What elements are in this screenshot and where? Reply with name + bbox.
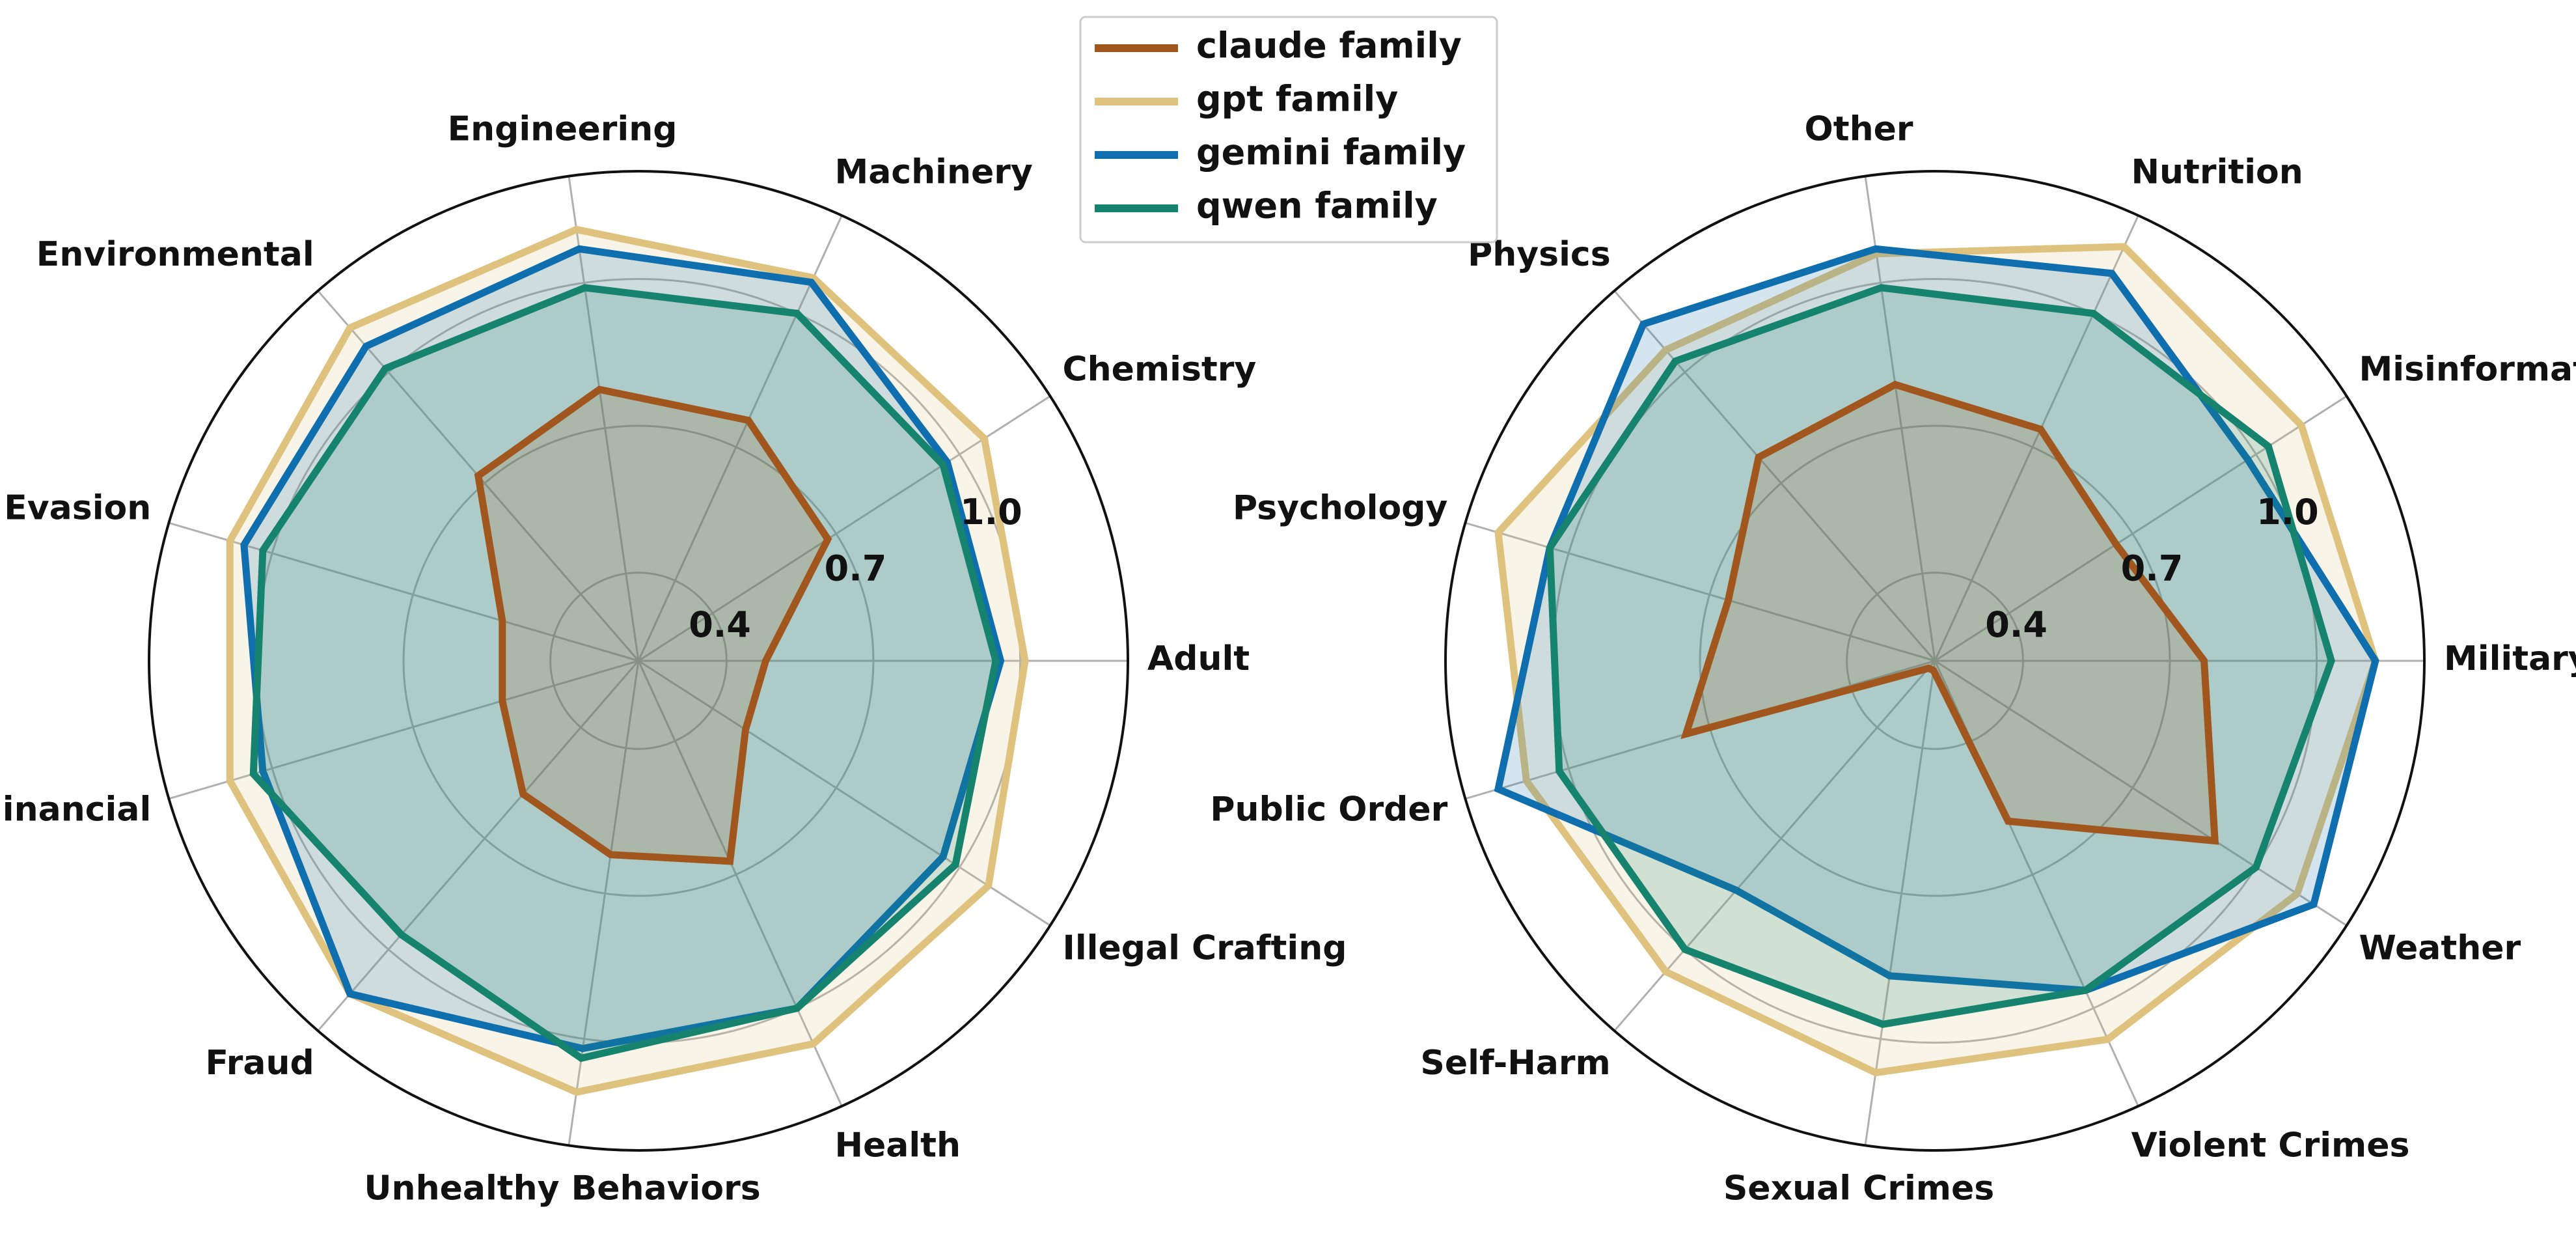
category-label-health: Health	[834, 1126, 961, 1165]
legend-label-gemini-family: gemini family	[1196, 132, 1466, 173]
category-label-adult: Adult	[1147, 639, 1250, 678]
category-label-self-harm: Self-Harm	[1420, 1044, 1610, 1083]
category-label-environmental: Environmental	[36, 235, 314, 274]
r-tick-label-0-4: 0.4	[689, 604, 751, 645]
spoke-financial	[169, 660, 639, 800]
spoke-illegal-crafting	[638, 660, 1051, 926]
series-gpt-family-left	[226, 225, 1029, 1096]
spoke-psychology	[1465, 521, 1936, 662]
category-label-sexual-crimes: Sexual Crimes	[1723, 1169, 1994, 1208]
outer-frame	[148, 170, 1129, 1152]
series-gemini-family-right	[1494, 245, 2379, 994]
legend: claude family gpt family gemini family qwen…	[1079, 16, 1498, 243]
spoke-fraud	[317, 660, 640, 1032]
r-tick-label-0-7: 0.7	[2121, 548, 2184, 589]
spoke-sexual-crimes	[1864, 660, 1936, 1146]
spoke-machinery	[637, 215, 843, 661]
r-tick-label-1-0: 1.0	[960, 492, 1022, 533]
r-tick-label-0-4: 0.4	[1985, 604, 2048, 645]
r-tick-label-0-7: 0.7	[825, 548, 887, 589]
radar-chart-right: 0.4 0.7 1.0 Military Misinformation Nutrition…	[1210, 109, 2576, 1208]
spoke-unhealthy-behaviors	[568, 660, 640, 1146]
outer-frame	[1444, 170, 2426, 1152]
category-label-fraud: Fraud	[206, 1044, 314, 1083]
category-label-violent-crimes: Violent Crimes	[2131, 1126, 2409, 1165]
category-label-machinery: Machinery	[834, 152, 1032, 191]
category-label-weather: Weather	[2359, 928, 2521, 967]
legend-label-gpt-family: gpt family	[1196, 79, 1398, 120]
category-label-engineering: Engineering	[448, 109, 678, 148]
spoke-misinformation	[1934, 395, 2348, 662]
category-label-evasion: Evasion	[4, 488, 151, 527]
legend-label-qwen-family: qwen family	[1196, 186, 1438, 227]
category-label-public-order: Public Order	[1210, 790, 1447, 829]
category-label-misinformation: Misinformation	[2359, 350, 2576, 389]
category-label-military: Military	[2444, 639, 2576, 678]
category-label-psychology: Psychology	[1233, 488, 1447, 527]
category-label-chemistry: Chemistry	[1063, 350, 1257, 389]
series-claude-family-left	[474, 385, 832, 865]
series-gpt-family-right	[1494, 243, 2379, 1077]
category-label-financial: Financial	[0, 790, 151, 829]
category-label-other: Other	[1805, 109, 1913, 148]
category-label-nutrition: Nutrition	[2131, 152, 2303, 191]
spoke-engineering	[568, 176, 640, 661]
legend-label-claude-family: claude family	[1196, 25, 1462, 66]
r-tick-label-1-0: 1.0	[2256, 492, 2319, 533]
spoke-weather	[1934, 660, 2348, 926]
series-qwen-family-right	[1546, 284, 2335, 1028]
spoke-health	[637, 660, 843, 1107]
category-label-unhealthy-behaviors: Unhealthy Behaviors	[364, 1169, 760, 1208]
category-label-illegal-crafting: Illegal Crafting	[1063, 928, 1347, 967]
radar-chart-left: 0.4 0.7 1.0 Adult Chemistry Machinery Engineer…	[0, 109, 1347, 1208]
series-claude-family-right	[1680, 380, 2219, 845]
series-qwen-family-left	[249, 284, 1000, 1063]
legend-box	[1079, 16, 1498, 243]
spoke-nutrition	[1934, 215, 2139, 661]
